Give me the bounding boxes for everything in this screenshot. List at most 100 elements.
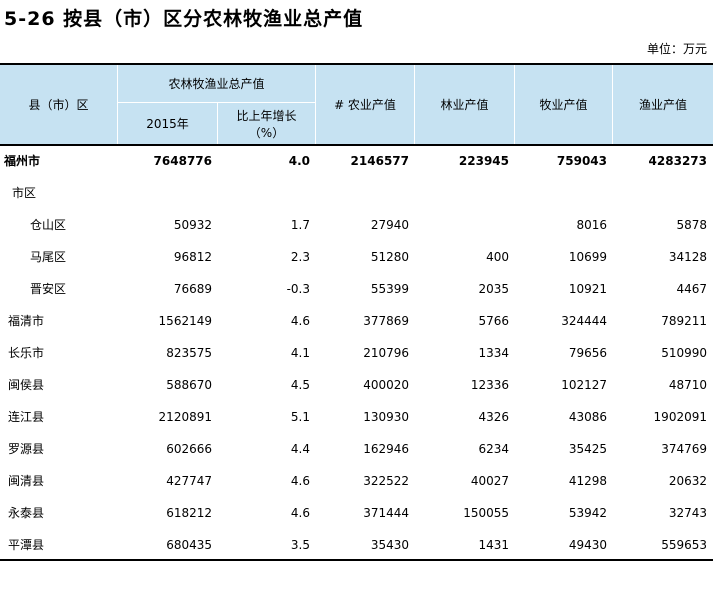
header-rule — [0, 144, 713, 146]
cell-value: 4467 — [676, 282, 707, 296]
cell-value: 7648776 — [153, 154, 212, 168]
row-label: 仓山区 — [30, 218, 67, 232]
cell-value: 377869 — [363, 314, 409, 328]
row-label: 连江县 — [8, 410, 45, 424]
cell-value: 823575 — [166, 346, 212, 360]
row-label: 福州市 — [4, 154, 41, 168]
cell-value: 55399 — [370, 282, 409, 296]
top-rule — [0, 63, 713, 65]
bottom-rule — [0, 559, 713, 561]
cell-value: 618212 — [166, 506, 212, 520]
cell-value: 48710 — [668, 378, 707, 392]
row-label: 晋安区 — [30, 282, 67, 296]
cell-value: 322522 — [363, 474, 409, 488]
title: 5-26 按县（市）区分农林牧渔业总产值 — [4, 8, 364, 30]
cell-value: 4.6 — [290, 474, 310, 488]
cell-value: 4.5 — [290, 378, 310, 392]
cell-value: 4283273 — [648, 154, 707, 168]
cell-value: 559653 — [661, 538, 707, 552]
cell-value: 2.3 — [290, 250, 310, 264]
row-label: 永泰县 — [8, 506, 45, 520]
cell-value: 43086 — [568, 410, 607, 424]
cell-value: 76689 — [173, 282, 212, 296]
cell-value: 10699 — [568, 250, 607, 264]
cell-value: 400020 — [363, 378, 409, 392]
row-label: 平潭县 — [8, 538, 45, 552]
cell-value: 5766 — [478, 314, 509, 328]
cell-value: 51280 — [370, 250, 409, 264]
cell-value: 2035 — [478, 282, 509, 296]
cell-value: 5878 — [676, 218, 707, 232]
row-label: 闽清县 — [8, 474, 45, 488]
cell-value: 79656 — [568, 346, 607, 360]
header-text: 牧业产值 — [539, 98, 588, 112]
cell-value: 4.0 — [288, 154, 310, 168]
cell-value: 1562149 — [158, 314, 212, 328]
cell-value: 102127 — [561, 378, 607, 392]
cell-value: 20632 — [668, 474, 707, 488]
cell-value: 2120891 — [158, 410, 212, 424]
cell-value: 41298 — [568, 474, 607, 488]
row-label: 罗源县 — [8, 442, 45, 456]
cell-value: 680435 — [166, 538, 212, 552]
cell-value: 510990 — [661, 346, 707, 360]
cell-value: 324444 — [561, 314, 607, 328]
cell-value: 374769 — [661, 442, 707, 456]
header-cell: 农林牧渔业总产值 — [118, 65, 316, 103]
unit: 单位：万元 — [646, 42, 707, 56]
cell-value: 602666 — [166, 442, 212, 456]
cell-value: 4.4 — [290, 442, 310, 456]
row-label: 闽侯县 — [8, 378, 45, 392]
cell-value: 12336 — [470, 378, 509, 392]
cell-value: 427747 — [166, 474, 212, 488]
cell-value: 223945 — [458, 154, 509, 168]
cell-value: 2146577 — [350, 154, 409, 168]
cell-value: 4.6 — [290, 506, 310, 520]
cell-value: 32743 — [668, 506, 707, 520]
cell-value: 1902091 — [653, 410, 707, 424]
cell-value: 10921 — [568, 282, 607, 296]
header-cell: 牧业产值 — [515, 65, 613, 145]
cell-value: 150055 — [463, 506, 509, 520]
header-text: 县（市）区 — [28, 98, 89, 112]
cell-value: 27940 — [370, 218, 409, 232]
cell-value: 789211 — [661, 314, 707, 328]
cell-value: 1431 — [478, 538, 509, 552]
cell-value: 4326 — [478, 410, 509, 424]
header-cell: 2015年 — [118, 103, 218, 145]
cell-value: 5.1 — [290, 410, 310, 424]
cell-value: -0.3 — [286, 282, 310, 296]
header-cell: 林业产值 — [415, 65, 515, 145]
header-cell: # 农业产值 — [316, 65, 415, 145]
header-text: 渔业产值 — [638, 98, 687, 112]
cell-value: 588670 — [166, 378, 212, 392]
cell-value: 35425 — [568, 442, 607, 456]
row-label: 福清市 — [8, 314, 45, 328]
cell-value: 35430 — [370, 538, 409, 552]
row-label: 马尾区 — [30, 250, 67, 264]
cell-value: 400 — [486, 250, 509, 264]
header-cell: 渔业产值 — [613, 65, 713, 145]
row-label: 长乐市 — [8, 346, 45, 360]
cell-value: 96812 — [173, 250, 212, 264]
cell-value: 130930 — [363, 410, 409, 424]
cell-value: 6234 — [478, 442, 509, 456]
cell-value: 3.5 — [290, 538, 310, 552]
cell-value: 371444 — [363, 506, 409, 520]
cell-value: 162946 — [363, 442, 409, 456]
cell-value: 4.1 — [290, 346, 310, 360]
cell-value: 53942 — [568, 506, 607, 520]
cell-value: 210796 — [363, 346, 409, 360]
header-text: # 农业产值 — [334, 98, 396, 112]
cell-value: 4.6 — [290, 314, 310, 328]
cell-value: 50932 — [173, 218, 212, 232]
header-text: 林业产值 — [440, 98, 489, 112]
header-text: （%） — [248, 125, 285, 140]
cell-value: 1334 — [478, 346, 509, 360]
row-label: 市区 — [12, 186, 37, 200]
header-text: 2015年 — [146, 117, 189, 131]
header-cell: 比上年增长 （%） — [218, 103, 316, 145]
cell-value: 8016 — [576, 218, 607, 232]
header-text: 农林牧渔业总产值 — [168, 77, 265, 91]
